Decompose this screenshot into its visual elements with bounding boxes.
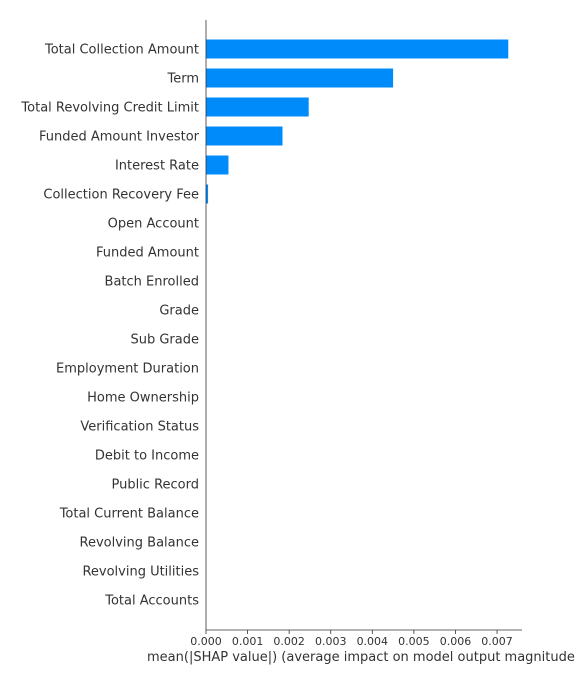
category-label-debit-to-income: Debit to Income — [95, 449, 199, 464]
category-label-employment-duration: Employment Duration — [56, 362, 199, 377]
category-label-batch-enrolled: Batch Enrolled — [105, 275, 199, 290]
x-tick-label: 0.007 — [481, 635, 513, 648]
bar-total-revolving-credit-limit — [206, 97, 309, 117]
category-label-sub-grade: Sub Grade — [130, 333, 199, 348]
category-label-total-current-balance: Total Current Balance — [59, 507, 199, 522]
x-tick-label: 0.000 — [190, 635, 222, 648]
category-label-verification-status: Verification Status — [80, 420, 199, 435]
category-label-collection-recovery-fee: Collection Recovery Fee — [43, 188, 199, 203]
x-ticks-group: 0.000 0.001 0.002 0.003 0.004 0.005 0.006 0.007 — [190, 630, 513, 648]
category-label-total-revolving-credit-limit: Total Revolving Credit Limit — [20, 101, 199, 116]
category-label-total-accounts: Total Accounts — [104, 594, 199, 609]
category-label-grade: Grade — [159, 304, 199, 319]
x-tick-label: 0.004 — [357, 635, 389, 648]
bar-collection-recovery-fee — [206, 184, 209, 204]
category-label-funded-amount-investor: Funded Amount Investor — [39, 130, 200, 145]
x-tick-label: 0.006 — [440, 635, 472, 648]
category-labels-group: Total Collection Amount Term Total Revolvi… — [20, 43, 199, 609]
x-tick-label: 0.003 — [315, 635, 347, 648]
category-label-public-record: Public Record — [111, 478, 199, 493]
bar-interest-rate — [206, 155, 229, 175]
bar-term — [206, 68, 394, 88]
x-tick-label: 0.002 — [273, 635, 305, 648]
bars-group — [206, 39, 509, 204]
category-label-revolving-balance: Revolving Balance — [80, 536, 199, 551]
x-tick-label: 0.001 — [232, 635, 264, 648]
category-label-term: Term — [166, 72, 199, 87]
bar-total-collection-amount — [206, 39, 509, 59]
x-axis-label: mean(|SHAP value|) (average impact on mo… — [147, 650, 576, 665]
category-label-revolving-utilities: Revolving Utilities — [82, 565, 199, 580]
category-label-interest-rate: Interest Rate — [115, 159, 199, 174]
category-label-open-account: Open Account — [108, 217, 199, 232]
bar-funded-amount-investor — [206, 126, 283, 146]
category-label-funded-amount: Funded Amount — [96, 246, 199, 261]
x-tick-label: 0.005 — [398, 635, 430, 648]
category-label-home-ownership: Home Ownership — [87, 391, 199, 406]
category-label-total-collection-amount: Total Collection Amount — [44, 43, 199, 58]
